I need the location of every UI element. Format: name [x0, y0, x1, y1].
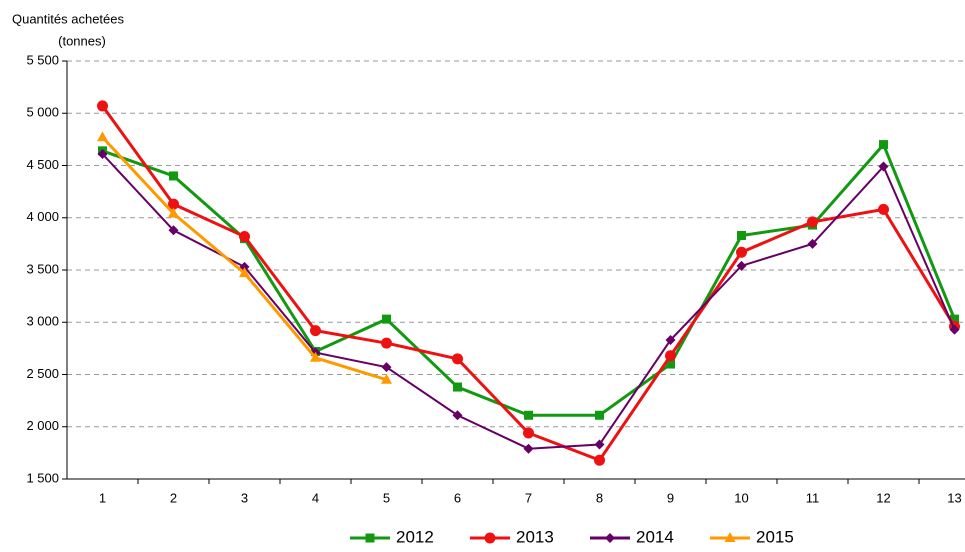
- y-tick-label: 3 000: [26, 314, 59, 329]
- x-tick-label: 12: [876, 490, 890, 505]
- point: [878, 203, 889, 215]
- x-tick-label: 1: [99, 490, 106, 505]
- point: [310, 351, 321, 362]
- point: [736, 246, 747, 258]
- legend-marker: [484, 532, 496, 544]
- legend-marker: [605, 533, 615, 543]
- point: [737, 231, 746, 241]
- legend-marker: [365, 533, 375, 543]
- point: [168, 225, 179, 236]
- point: [950, 314, 959, 324]
- series-line: [101, 153, 956, 450]
- legend-label: 2013: [516, 527, 554, 546]
- y-tick-label: 2 000: [26, 418, 59, 433]
- x-tick-label: 11: [806, 490, 820, 505]
- point: [169, 171, 178, 181]
- y-tick-label: 1 500: [26, 470, 59, 485]
- point: [665, 335, 676, 346]
- x-tick-label: 10: [734, 490, 748, 505]
- y-tick-label: 2 500: [26, 366, 59, 381]
- point: [310, 325, 321, 337]
- point: [523, 427, 534, 439]
- point: [452, 353, 463, 365]
- legend-marker: [724, 532, 736, 542]
- legend-label: 2014: [636, 527, 674, 546]
- point: [239, 231, 250, 243]
- point: [594, 439, 605, 450]
- y-axis-label: Quantités achetées: [12, 11, 125, 26]
- point: [665, 350, 676, 362]
- y-tick-label: 5 500: [26, 52, 59, 67]
- legend-label: 2015: [756, 527, 794, 546]
- legend-label: 2012: [396, 527, 434, 546]
- y-axis-label: (tonnes): [58, 33, 106, 48]
- point: [878, 161, 889, 172]
- series-line: [101, 105, 956, 463]
- point: [168, 207, 179, 218]
- point: [666, 359, 675, 369]
- point: [879, 140, 888, 150]
- x-tick-label: 2: [170, 490, 177, 505]
- x-tick-label: 6: [454, 490, 461, 505]
- x-tick-label: 8: [596, 490, 603, 505]
- series-line: [101, 136, 387, 382]
- point: [381, 373, 392, 384]
- x-tick-label: 13: [947, 490, 961, 505]
- point: [524, 410, 533, 420]
- y-tick-label: 5 000: [26, 105, 59, 120]
- point: [97, 131, 108, 142]
- point: [523, 443, 534, 454]
- point: [382, 314, 391, 324]
- y-tick-label: 4 500: [26, 157, 59, 172]
- y-tick-label: 4 000: [26, 209, 59, 224]
- point: [97, 149, 108, 160]
- point: [452, 410, 463, 421]
- point: [97, 100, 108, 112]
- point: [453, 382, 462, 392]
- point: [381, 362, 392, 373]
- y-tick-label: 3 500: [26, 261, 59, 276]
- x-tick-label: 7: [525, 490, 532, 505]
- x-tick-label: 5: [383, 490, 390, 505]
- x-tick-label: 9: [667, 490, 674, 505]
- point: [807, 216, 818, 228]
- x-tick-label: 3: [241, 490, 248, 505]
- point: [239, 267, 250, 278]
- point: [168, 198, 179, 210]
- point: [594, 454, 605, 466]
- point: [949, 324, 960, 335]
- x-tick-label: 4: [312, 490, 319, 505]
- point: [381, 337, 392, 349]
- point: [807, 238, 818, 249]
- point: [736, 260, 747, 271]
- point: [595, 410, 604, 420]
